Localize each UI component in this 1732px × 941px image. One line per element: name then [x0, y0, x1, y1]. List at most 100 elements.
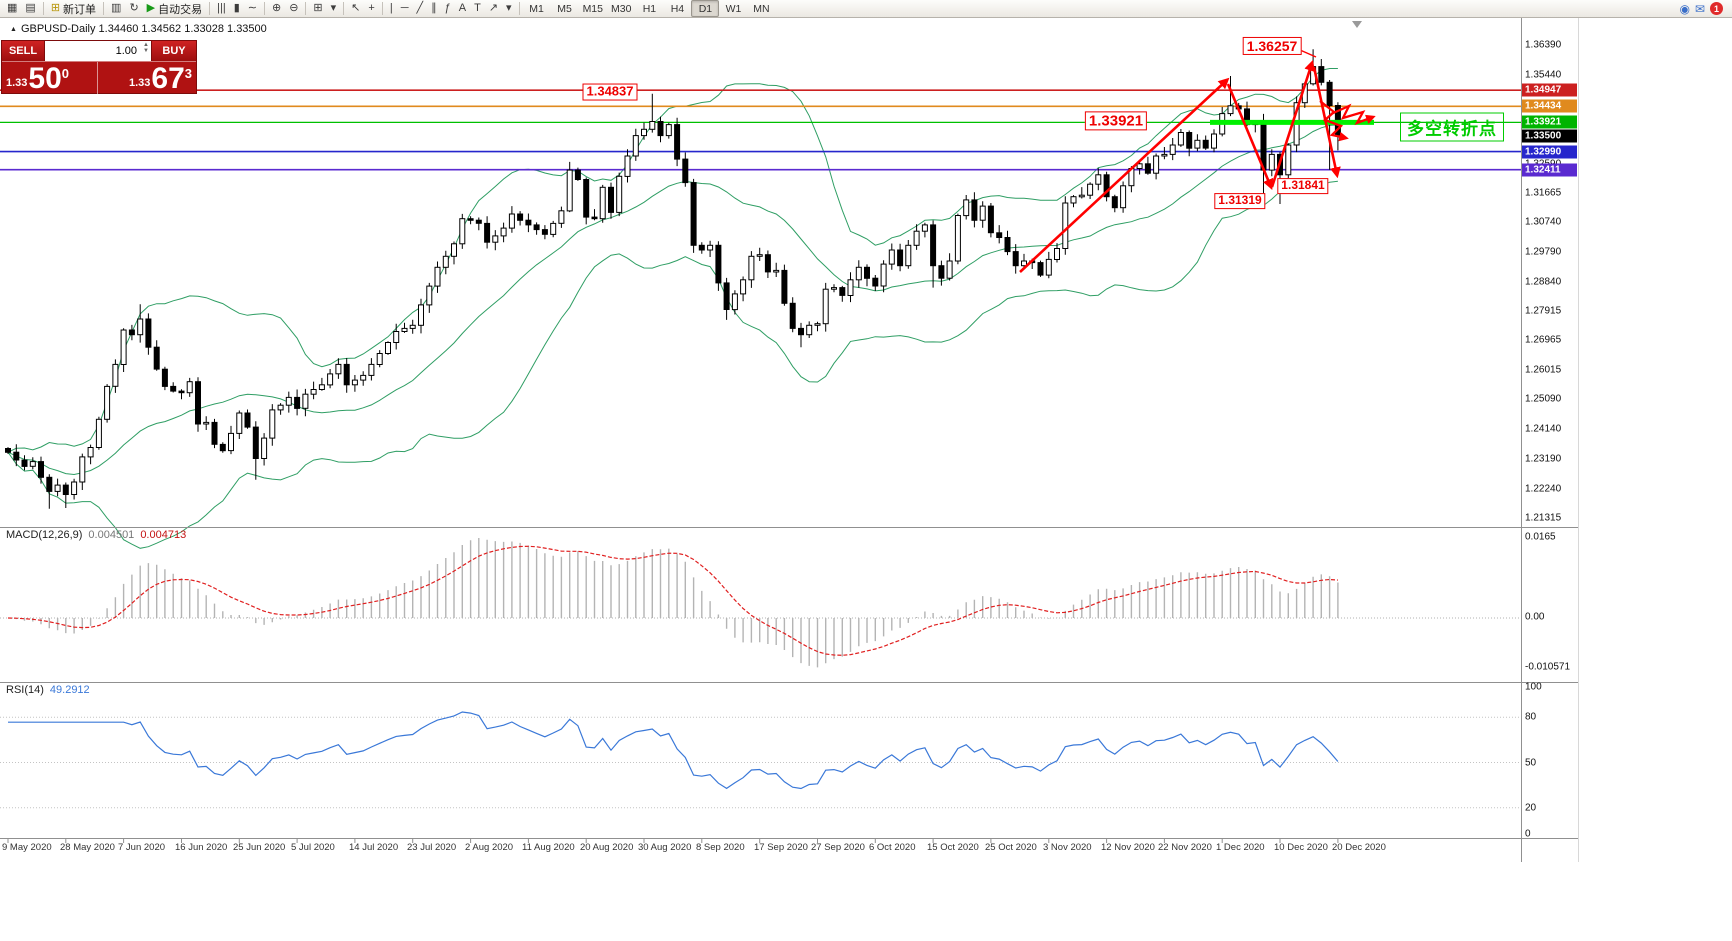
volume-field: ▲▼ — [44, 41, 152, 61]
timeframe-button-m1[interactable]: M1 — [529, 2, 544, 15]
bull-candles — [29, 66, 1317, 495]
trendline-icon: ╱ — [416, 2, 424, 14]
toolbar-separator — [263, 2, 265, 15]
trend-arrow[interactable] — [1299, 49, 1317, 58]
chart-shift-marker[interactable] — [1352, 21, 1362, 28]
rsi-line — [8, 711, 1339, 790]
trendline-button[interactable]: ╱ — [412, 0, 427, 18]
one-click-trading-panel: SELL ▲▼ BUY 1.33 50 0 1.33 67 3 — [1, 40, 197, 95]
cursor-button[interactable]: ↖ — [347, 0, 364, 18]
toolbar-separator — [381, 2, 383, 15]
sell-price[interactable]: 1.33 50 0 — [2, 62, 97, 95]
timeframe-button-m30[interactable]: M30 — [611, 2, 632, 15]
toolbar-separator — [343, 2, 345, 15]
toolbar-separator — [103, 2, 105, 15]
crosshair-icon: + — [368, 2, 375, 14]
one-click-collapse-icon[interactable]: ▲ — [10, 25, 17, 33]
refresh-button[interactable]: ↻ — [125, 0, 142, 18]
macd-value-signal: 0.004713 — [140, 529, 187, 541]
main-toolbar: ▦ ▤ ⊞ 新订单 ▥ ↻ ▶ 自动交易 ||| ▮ ∼ ⊕ ⊖ ⊞ ▾ ↖ + | ─ ╱ ∥ ƒ A T ↗ ▾ M1 M5 M15… — [0, 0, 1732, 18]
bollinger-bands — [7, 68, 1338, 549]
squiggle-arrow[interactable] — [1319, 100, 1349, 142]
timeframe-button-mn[interactable]: MN — [753, 2, 770, 15]
macd-histogram — [15, 538, 1339, 668]
cursor-icon: ↖ — [351, 2, 361, 14]
zoom-in-button[interactable]: ⊕ — [268, 0, 285, 18]
macd-value-main: 0.004501 — [88, 529, 135, 541]
notification-badge[interactable]: 1 — [1710, 2, 1723, 15]
fibonacci-icon: ƒ — [444, 2, 451, 14]
timeframe-button-h4[interactable]: H4 — [670, 2, 685, 15]
label-icon: T — [474, 2, 481, 14]
volume-spinner[interactable]: ▲ ▼ — [143, 42, 149, 54]
autotrade-icon: ▶ — [146, 2, 156, 14]
toolbar-separator — [209, 2, 211, 15]
arrows-button[interactable]: ↗ — [485, 0, 502, 18]
timeframe-button-h1[interactable]: H1 — [642, 2, 657, 15]
toolbar-separator — [305, 2, 307, 15]
community-icon[interactable]: ◉ — [1679, 1, 1690, 16]
candlestick-chart-button[interactable]: ▮ — [230, 0, 244, 18]
turning-point-note[interactable]: 多空转折点 — [1400, 112, 1504, 142]
buy-button[interactable]: BUY — [152, 41, 196, 61]
sell-button[interactable]: SELL — [2, 41, 44, 61]
refresh-icon: ↻ — [129, 2, 139, 14]
timeframe-button-m5[interactable]: M5 — [557, 2, 572, 15]
text-button[interactable]: A — [455, 0, 470, 18]
zoom-out-button[interactable]: ⊖ — [285, 0, 302, 18]
horizontal-line-button[interactable]: ─ — [397, 0, 413, 18]
timeframe-button-w1[interactable]: W1 — [725, 2, 742, 15]
fibonacci-button[interactable]: ƒ — [441, 0, 455, 18]
trend-arrow[interactable] — [1270, 59, 1315, 188]
label-button[interactable]: T — [470, 0, 485, 18]
timeframe-button-m15[interactable]: M15 — [582, 2, 603, 15]
buy-price[interactable]: 1.33 67 3 — [96, 62, 197, 95]
text-icon: A — [458, 2, 467, 14]
macd-signal-line — [7, 545, 1338, 656]
new-order-button[interactable]: ⊞ 新订单 — [50, 2, 97, 16]
chart-window-icon: ▥ — [111, 2, 122, 14]
tile-windows-icon: ⊞ — [313, 2, 323, 14]
bar-chart-button[interactable]: ||| — [213, 0, 230, 18]
new-chart-button[interactable]: ▦ — [3, 0, 21, 18]
zoom-in-icon: ⊕ — [271, 2, 282, 14]
buy-price-pips: 67 — [151, 62, 185, 95]
autotrade-button[interactable]: ▶ 自动交易 — [146, 2, 203, 16]
trend-arrow[interactable] — [1019, 77, 1230, 273]
sell-price-pips: 50 — [28, 62, 62, 95]
chart-window-button[interactable]: ▥ — [107, 0, 125, 18]
horizontal-line-icon: ─ — [400, 2, 409, 14]
trend-arrow[interactable] — [1226, 83, 1274, 191]
tile-windows-button[interactable]: ⊞ — [309, 0, 326, 18]
chart-profiles-button[interactable]: ▤ — [21, 0, 39, 18]
arrange-dropdown-icon: ▾ — [330, 2, 337, 14]
macd-name: MACD(12,26,9) — [6, 529, 83, 541]
timeframe-button-d1[interactable]: D1 — [691, 0, 720, 17]
chart-profiles-icon: ▤ — [25, 2, 36, 14]
channel-button[interactable]: ∥ — [427, 0, 441, 18]
rsi-name: RSI(14) — [6, 684, 44, 696]
draw-dropdown-icon: ▾ — [506, 2, 512, 14]
line-chart-icon: ∼ — [247, 2, 257, 14]
line-chart-button[interactable]: ∼ — [244, 0, 261, 18]
arrange-dropdown[interactable]: ▾ — [327, 0, 341, 18]
buy-price-whole: 1.33 — [128, 77, 151, 89]
symbol-ohlc-bar: ▲ GBPUSD-Daily 1.34460 1.34562 1.33028 1… — [10, 23, 267, 35]
candlestick-chart-icon: ▮ — [233, 2, 240, 14]
toolbar-right-cluster: ◉ ✉ 1 — [1679, 2, 1723, 16]
new-order-icon: ⊞ — [50, 2, 61, 14]
vertical-line-button[interactable]: | — [386, 0, 397, 18]
messages-icon[interactable]: ✉ — [1694, 1, 1705, 16]
candle-wicks — [7, 49, 1339, 509]
sell-price-point: 0 — [61, 66, 70, 81]
crosshair-button[interactable]: + — [364, 0, 378, 18]
channel-icon: ∥ — [431, 2, 437, 14]
bar-chart-icon: ||| — [217, 2, 226, 14]
buy-price-point: 3 — [184, 66, 192, 81]
squiggle-arrow[interactable] — [1330, 103, 1376, 126]
draw-dropdown[interactable]: ▾ — [502, 0, 516, 18]
bear-candles — [5, 66, 1341, 496]
volume-input[interactable] — [45, 44, 151, 58]
symbol-ohlc-text: GBPUSD-Daily 1.34460 1.34562 1.33028 1.3… — [20, 23, 267, 35]
